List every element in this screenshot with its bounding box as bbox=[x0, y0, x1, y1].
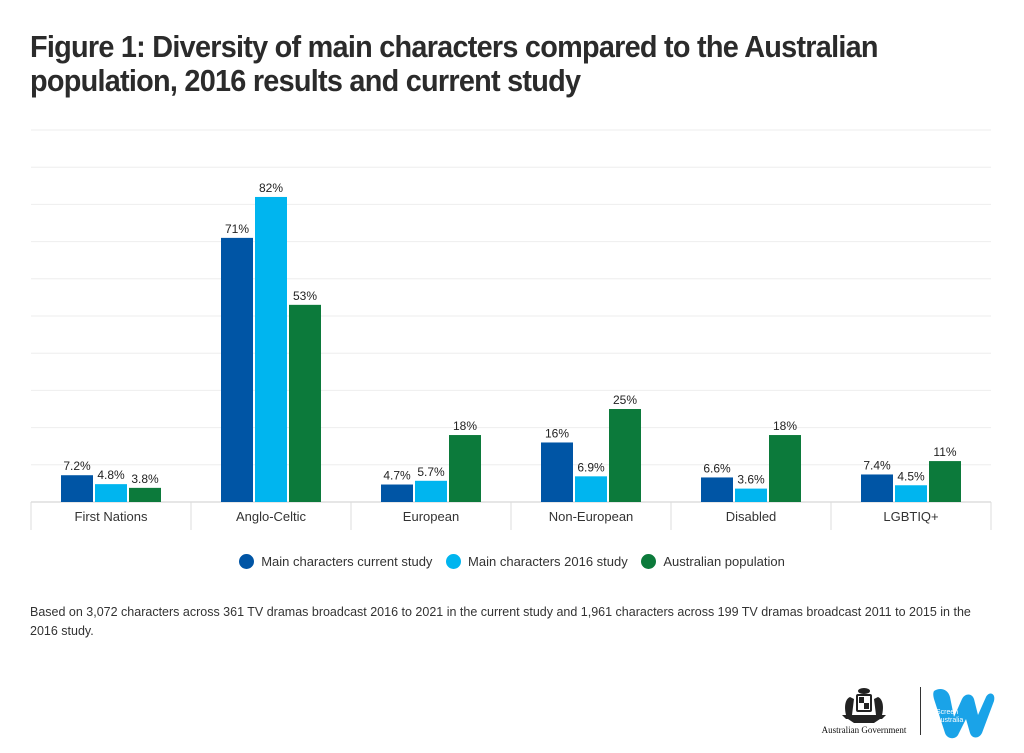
legend-label: Main characters 2016 study bbox=[468, 554, 628, 569]
data-label: 4.5% bbox=[897, 469, 925, 483]
data-label: 71% bbox=[225, 222, 249, 236]
legend-label: Main characters current study bbox=[261, 554, 433, 569]
government-wordmark: Australian Government bbox=[821, 725, 907, 735]
data-label: 53% bbox=[293, 289, 317, 303]
bar-australian-population bbox=[289, 304, 321, 502]
bar-main-characters-current-study bbox=[541, 442, 573, 502]
data-label: 6.9% bbox=[577, 460, 605, 474]
legend-item-2016-study[interactable]: Main characters 2016 study bbox=[446, 554, 628, 569]
data-label: 5.7% bbox=[417, 465, 445, 479]
bar-main-characters-2016-study bbox=[415, 480, 447, 502]
data-label: 6.6% bbox=[703, 461, 731, 475]
chart-footnote: Based on 3,072 characters across 361 TV … bbox=[30, 605, 971, 638]
bar-main-characters-current-study bbox=[61, 475, 93, 502]
legend-item-australian-population[interactable]: Australian population bbox=[641, 554, 785, 569]
data-label: 82% bbox=[259, 181, 283, 195]
bar-australian-population bbox=[929, 461, 961, 502]
bar-main-characters-current-study bbox=[701, 477, 733, 502]
data-label: 7.2% bbox=[63, 459, 91, 473]
chart-legend: Main characters current study Main chara… bbox=[0, 554, 1024, 569]
bar-australian-population bbox=[449, 435, 481, 502]
bar-main-characters-2016-study bbox=[895, 485, 927, 502]
category-label: LGBTIQ+ bbox=[883, 509, 938, 524]
bar-main-characters-2016-study bbox=[735, 488, 767, 502]
category-label: Non-European bbox=[549, 509, 634, 524]
data-label: 3.8% bbox=[131, 472, 159, 486]
data-label: 4.7% bbox=[383, 469, 411, 483]
bar-main-characters-2016-study bbox=[255, 196, 287, 502]
data-label: 11% bbox=[933, 445, 956, 459]
legend-swatch bbox=[641, 554, 657, 569]
data-label: 18% bbox=[453, 419, 477, 433]
data-label: 18% bbox=[773, 419, 797, 433]
bar-main-characters-current-study bbox=[221, 237, 253, 502]
data-label: 7.4% bbox=[863, 458, 891, 472]
bar-australian-population bbox=[769, 435, 801, 502]
bar-main-characters-current-study bbox=[861, 474, 893, 502]
data-label: 3.6% bbox=[737, 473, 765, 487]
data-label: 25% bbox=[613, 393, 637, 407]
bar-main-characters-2016-study bbox=[575, 476, 607, 502]
screen-australia-text-line-1: Screen bbox=[936, 709, 958, 716]
data-label: 16% bbox=[545, 426, 569, 440]
bar-australian-population bbox=[129, 487, 161, 502]
legend-item-current-study[interactable]: Main characters current study bbox=[239, 554, 432, 569]
coat-of-arms-icon bbox=[842, 688, 886, 723]
category-label: Anglo-Celtic bbox=[236, 509, 307, 524]
australian-government-logo: Australian Government bbox=[812, 685, 916, 739]
category-label: Disabled bbox=[726, 509, 777, 524]
bar-chart: 7.2% 4.8% 3.8% First Nations 71% 82% 53% Anglo-… bbox=[30, 129, 992, 530]
category-label: European bbox=[403, 509, 459, 524]
screen-australia-logo: Screen Australia bbox=[933, 689, 995, 739]
bar-main-characters-2016-study bbox=[95, 484, 127, 502]
bar-australian-population bbox=[609, 409, 641, 502]
footer-logos: Australian Government Screen Australia bbox=[812, 685, 1002, 745]
bar-main-characters-current-study bbox=[381, 484, 413, 502]
legend-label: Australian population bbox=[663, 554, 785, 569]
logo-divider bbox=[920, 687, 921, 735]
legend-swatch bbox=[446, 554, 462, 569]
data-label: 4.8% bbox=[97, 468, 125, 482]
category-label: First Nations bbox=[75, 509, 148, 524]
chart-title: Figure 1: Diversity of main characters c… bbox=[30, 29, 879, 98]
screen-australia-text-line-2: Australia bbox=[936, 717, 963, 724]
legend-swatch bbox=[239, 554, 255, 569]
